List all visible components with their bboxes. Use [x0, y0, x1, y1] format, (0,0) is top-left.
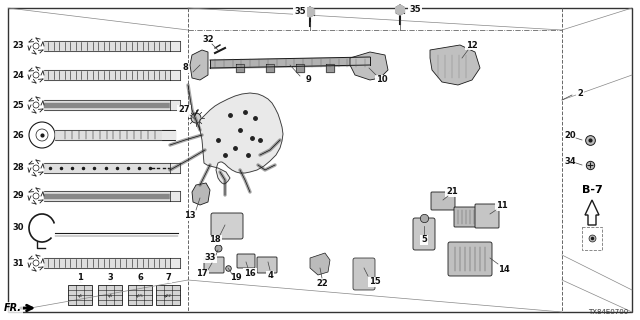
Polygon shape — [190, 50, 208, 80]
Text: 24: 24 — [13, 72, 23, 78]
Text: 34: 34 — [564, 156, 576, 165]
Text: φ22: φ22 — [164, 294, 172, 298]
FancyBboxPatch shape — [353, 258, 375, 290]
Text: 19: 19 — [230, 274, 242, 283]
Text: 14: 14 — [498, 266, 510, 275]
Polygon shape — [98, 285, 122, 305]
Text: 35: 35 — [294, 7, 306, 17]
Circle shape — [33, 102, 39, 108]
Text: 31: 31 — [13, 260, 23, 266]
FancyBboxPatch shape — [237, 254, 255, 268]
FancyBboxPatch shape — [413, 218, 435, 250]
Text: 17: 17 — [196, 269, 208, 278]
Polygon shape — [192, 183, 210, 205]
Text: 30: 30 — [13, 225, 23, 231]
Polygon shape — [128, 285, 152, 305]
Text: 20: 20 — [564, 132, 576, 140]
Text: 6: 6 — [137, 274, 143, 283]
Text: 4: 4 — [267, 271, 273, 281]
Circle shape — [33, 260, 39, 266]
Polygon shape — [156, 285, 180, 305]
Text: 25: 25 — [12, 100, 24, 109]
Text: φ1: φ1 — [77, 294, 83, 298]
Text: 12: 12 — [466, 41, 478, 50]
Text: 28: 28 — [13, 165, 23, 171]
FancyBboxPatch shape — [475, 204, 499, 228]
Circle shape — [216, 246, 220, 250]
FancyBboxPatch shape — [204, 257, 224, 273]
Polygon shape — [585, 200, 599, 225]
FancyBboxPatch shape — [431, 192, 455, 210]
Text: B-7: B-7 — [582, 185, 602, 195]
FancyBboxPatch shape — [454, 207, 476, 227]
Text: 7: 7 — [165, 274, 171, 283]
FancyBboxPatch shape — [211, 213, 243, 239]
Polygon shape — [430, 45, 480, 85]
Text: 18: 18 — [209, 236, 221, 244]
Text: 30: 30 — [12, 223, 24, 233]
Text: FR.: FR. — [4, 303, 22, 313]
Text: 31: 31 — [12, 259, 24, 268]
Circle shape — [33, 43, 39, 49]
Polygon shape — [199, 93, 283, 184]
Text: 26: 26 — [13, 132, 23, 138]
Text: 16: 16 — [244, 268, 256, 277]
Text: 23: 23 — [13, 43, 23, 49]
Circle shape — [33, 193, 39, 199]
Text: 10: 10 — [376, 76, 388, 84]
Circle shape — [33, 72, 39, 78]
Text: TX84E0700: TX84E0700 — [588, 309, 628, 315]
Text: 5: 5 — [421, 236, 427, 244]
Text: 27: 27 — [178, 106, 190, 115]
Text: 29: 29 — [12, 191, 24, 201]
Text: 3: 3 — [108, 278, 113, 284]
Text: 3: 3 — [107, 274, 113, 283]
Text: 29: 29 — [13, 193, 23, 199]
Text: 32: 32 — [202, 36, 214, 44]
Text: φ15: φ15 — [136, 294, 144, 298]
Text: 28: 28 — [12, 164, 24, 172]
Text: 22: 22 — [316, 279, 328, 289]
Polygon shape — [68, 285, 92, 305]
Polygon shape — [306, 7, 314, 17]
Text: 25: 25 — [13, 102, 23, 108]
Text: 8: 8 — [182, 63, 188, 73]
Text: 2: 2 — [577, 89, 583, 98]
Text: 24: 24 — [12, 70, 24, 79]
Text: 6: 6 — [138, 278, 142, 284]
Text: 26: 26 — [12, 131, 24, 140]
Text: 11: 11 — [496, 202, 508, 211]
Text: 9: 9 — [305, 76, 311, 84]
Text: 33: 33 — [204, 253, 216, 262]
Text: 21: 21 — [446, 188, 458, 196]
FancyBboxPatch shape — [448, 242, 492, 276]
Text: 23: 23 — [12, 42, 24, 51]
Polygon shape — [396, 5, 404, 15]
Polygon shape — [310, 253, 330, 275]
Circle shape — [191, 113, 201, 123]
Text: φ5: φ5 — [108, 294, 113, 298]
Text: 15: 15 — [369, 277, 381, 286]
Text: 1: 1 — [77, 278, 83, 284]
Text: 1: 1 — [77, 274, 83, 283]
Polygon shape — [350, 52, 388, 80]
Text: 13: 13 — [184, 212, 196, 220]
FancyBboxPatch shape — [257, 257, 277, 273]
Text: 35: 35 — [409, 5, 421, 14]
Text: 7: 7 — [166, 278, 170, 284]
Circle shape — [33, 165, 39, 171]
